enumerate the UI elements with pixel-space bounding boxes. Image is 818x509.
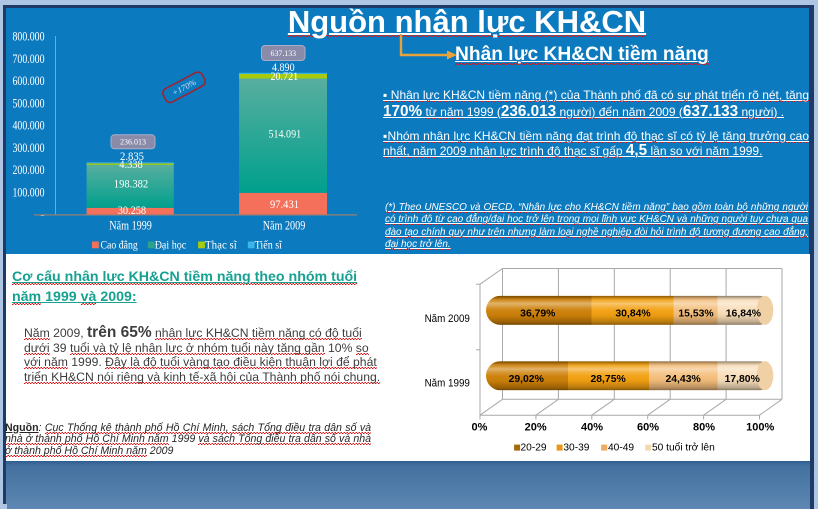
svg-text:28,75%: 28,75% [590,374,625,385]
svg-text:700.000: 700.000 [13,52,45,66]
svg-text:800.000: 800.000 [13,30,45,44]
svg-text:40%: 40% [581,422,603,434]
svg-text:236.013: 236.013 [120,137,147,147]
svg-text:100%: 100% [746,422,774,434]
svg-text:30-39: 30-39 [563,443,589,454]
svg-text:20.721: 20.721 [271,69,299,83]
svg-text:Đại học: Đại học [155,240,187,252]
svg-text:24,43%: 24,43% [665,374,700,385]
svg-text:500.000: 500.000 [13,96,45,110]
svg-text:Năm 2009: Năm 2009 [263,219,306,233]
svg-text:0%: 0% [472,422,488,434]
svg-text:50 tuổi trở lên: 50 tuổi trở lên [652,442,715,454]
svg-text:300.000: 300.000 [13,141,45,155]
svg-text:16,84%: 16,84% [726,309,761,320]
svg-text:+170%: +170% [170,77,198,98]
svg-text:637.133: 637.133 [271,48,297,58]
svg-text:514.091: 514.091 [269,127,302,141]
svg-text:400.000: 400.000 [13,119,45,133]
svg-text:97.431: 97.431 [270,197,299,211]
svg-text:Năm 2009: Năm 2009 [425,313,470,325]
svg-text:Năm 1999: Năm 1999 [425,378,470,390]
svg-text:200.000: 200.000 [13,163,45,177]
svg-text:Cao đẳng: Cao đẳng [101,239,139,252]
svg-text:30,84%: 30,84% [615,309,650,320]
svg-text:80%: 80% [693,422,715,434]
svg-text:17,80%: 17,80% [725,374,760,385]
svg-text:36,79%: 36,79% [520,309,555,320]
svg-text:4.338: 4.338 [119,157,143,171]
svg-text:15,53%: 15,53% [678,309,713,320]
svg-text:20%: 20% [525,422,547,434]
svg-text:4.890: 4.890 [272,60,295,74]
svg-text:Thạc sĩ: Thạc sĩ [205,240,238,252]
svg-text:600.000: 600.000 [13,74,45,88]
svg-text:60%: 60% [637,422,659,434]
svg-text:Năm 1999: Năm 1999 [109,219,152,233]
svg-text:30.258: 30.258 [118,203,146,217]
svg-text:20-29: 20-29 [521,443,547,454]
svg-text:40-49: 40-49 [608,443,634,454]
svg-text:100.000: 100.000 [13,185,45,199]
svg-text:198.382: 198.382 [114,177,148,191]
svg-text:29,02%: 29,02% [509,374,544,385]
svg-text:2.835: 2.835 [120,149,144,163]
svg-text:Tiến sĩ: Tiến sĩ [255,239,283,252]
